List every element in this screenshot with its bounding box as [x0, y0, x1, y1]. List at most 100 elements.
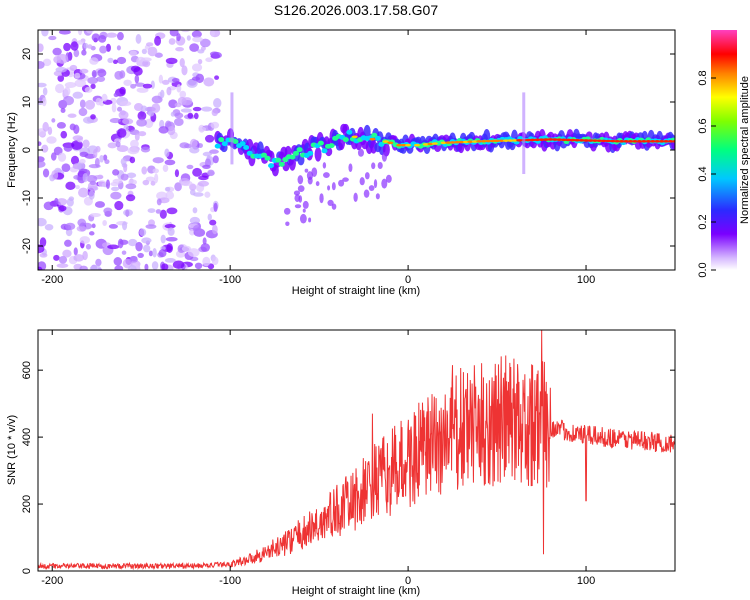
spectrogram-noise-blob — [165, 191, 175, 200]
spectrogram-noise-blob — [169, 30, 179, 37]
spectrogram-scatter-blob — [342, 177, 349, 182]
spectrogram-noise-blob — [191, 63, 203, 72]
spectrogram-noise-blob — [75, 185, 80, 190]
spectrogram-noise-blob — [174, 102, 182, 108]
snr-x-tick-label: -100 — [219, 575, 241, 587]
spectrogram-band-mid — [293, 150, 300, 156]
spectrogram-band-core — [538, 138, 545, 141]
spectrogram-noise-blob — [117, 106, 123, 112]
spectrogram-noise-blob — [74, 72, 81, 79]
spectrogram-noise-blob — [180, 180, 193, 187]
spectrogram-noise-blob — [191, 76, 201, 81]
spectrogram-band-core — [631, 140, 638, 143]
snr-x-ticks: -200 -100 0 100 — [41, 330, 595, 587]
spectrogram-noise-blob — [57, 152, 67, 162]
spectrogram-noise-blob — [197, 180, 210, 187]
spectrogram-band-core — [667, 140, 674, 143]
spectrogram-noise-blob — [119, 101, 132, 107]
colorbar-tick-label: 0.0 — [697, 262, 709, 277]
spectrogram-noise-blob — [140, 105, 148, 112]
spectrogram-noise-blob — [79, 265, 88, 270]
spectrogram-noise-blob — [61, 163, 71, 172]
spectrogram-noise-blob — [189, 183, 197, 191]
spectrogram-band-core — [458, 140, 465, 144]
spectrogram-noise-blob — [180, 108, 192, 113]
spectrogram-noise-blob — [63, 144, 73, 152]
spectrogram-y-ticks: -20 -10 0 10 20 — [21, 48, 675, 254]
spectrogram-band-core — [485, 139, 492, 143]
colorbar-tick-label: 0.6 — [697, 118, 709, 133]
spectrogram-noise-blob — [192, 207, 198, 214]
spectrogram-noise-blob — [137, 252, 144, 259]
spectrogram-noise-blob — [138, 131, 147, 137]
spectrogram-noise-blob — [98, 34, 107, 43]
spectrogram-noise-blob — [130, 83, 136, 89]
spectrogram-band-mid — [317, 140, 324, 146]
spectrogram-noise-blob — [145, 42, 154, 47]
spectrogram-noise-blob — [161, 263, 169, 270]
spectrogram-scatter-blob — [368, 185, 375, 191]
spectrogram-band-core — [502, 139, 509, 142]
spectrogram-noise-blob — [57, 74, 65, 82]
spectrogram-noise-blob — [89, 180, 96, 186]
spectrogram-scatter-blob — [319, 193, 324, 204]
spectrogram-band-core — [583, 139, 590, 142]
spectrogram-band-core — [547, 138, 554, 141]
spectrogram-scatter-blob — [285, 221, 290, 226]
spectrogram-scatter-blob — [381, 178, 388, 189]
spectrogram-scatter-blob — [308, 217, 312, 223]
spectrogram-noise-blob — [176, 84, 182, 93]
spectrogram-x-ticks: -200 -100 0 100 — [41, 30, 595, 286]
spectrogram-noise-blob — [202, 256, 211, 267]
spectrogram-noise-blob — [38, 61, 45, 69]
spectrogram-band-core — [387, 141, 394, 145]
spectrogram-band-core — [476, 140, 483, 143]
spectrogram-scatter-blob — [364, 172, 370, 180]
spectrogram-x-tick-label: 100 — [577, 274, 595, 286]
spectrogram-noise-blob — [46, 136, 57, 144]
spectrogram-noise-blob — [48, 35, 57, 41]
spectrogram-band-core — [614, 139, 621, 143]
spectrogram-scatter-blob — [375, 193, 380, 200]
spectrogram-noise-blob — [79, 236, 91, 244]
spectrogram-noise-blob — [86, 30, 94, 34]
spectrogram-band-mid — [328, 143, 335, 149]
spectrogram-noise-blob — [105, 43, 111, 52]
spectrogram-noise-blob — [181, 65, 188, 76]
spectrogram-noise-blob — [174, 182, 182, 192]
spectrogram-noise-blob — [189, 146, 200, 154]
spectrogram-noise-blob — [158, 249, 167, 258]
spectrogram-noise-blob — [179, 58, 185, 68]
spectrogram-scatter-blob — [322, 162, 327, 169]
spectrogram-noise-blob — [205, 57, 213, 63]
snr-series-line — [38, 330, 675, 571]
spectrogram-noise-blob — [87, 44, 93, 49]
spectrogram-noise-blob — [108, 224, 118, 229]
spectrogram-band-core — [663, 140, 670, 143]
spectrogram-noise-blob — [180, 30, 191, 33]
spectrogram-noise-blob — [197, 49, 205, 54]
spectrogram-noise-blob — [154, 35, 162, 46]
spectrogram-noise-blob — [119, 70, 126, 79]
spectrogram-noise-blob — [60, 107, 66, 113]
spectrogram-noise-blob — [154, 173, 159, 184]
spectrogram-noise-blob — [123, 79, 132, 86]
spectrogram-noise-blob — [52, 47, 62, 56]
spectrogram-noise-blob — [116, 45, 121, 51]
spectrogram-noise-blob — [147, 110, 155, 117]
spectrogram-y-axis-label: Frequency (Hz) — [6, 112, 18, 188]
spectrogram-noise-blob — [151, 95, 163, 104]
spectrogram-noise-blob — [47, 126, 53, 136]
spectrogram-noise-blob — [155, 209, 162, 214]
spectrogram-noise-blob — [176, 33, 181, 42]
spectrogram-band-core — [351, 135, 358, 139]
spectrogram-band-core — [578, 138, 585, 142]
colorbar-gradient — [711, 30, 737, 270]
spectrogram-noise-blob — [174, 112, 184, 119]
spectrogram-noise-blob — [107, 244, 120, 250]
spectrogram-scatter-blob — [331, 182, 336, 191]
spectrogram-noise-blob — [38, 43, 44, 53]
spectrogram-noise-blob — [111, 186, 120, 192]
spectrogram-noise-blob — [79, 99, 86, 109]
